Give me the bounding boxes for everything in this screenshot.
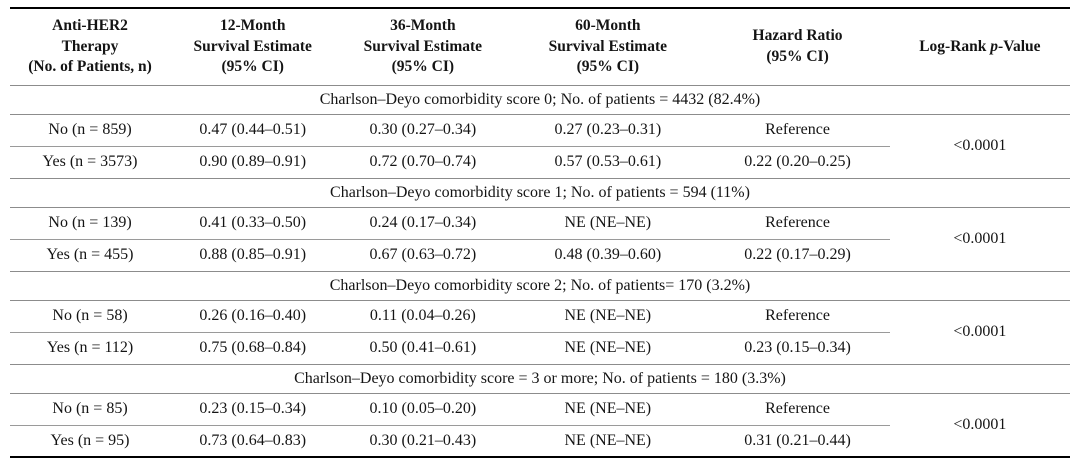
section-header-score-3plus: Charlson–Deyo comorbidity score = 3 or m… [10, 363, 1070, 394]
therapy-cell: No (n = 139) [10, 207, 171, 240]
hazard-ratio-cell: Reference [705, 114, 890, 147]
p-value-cell: <0.0001 [953, 415, 1007, 433]
survival-60m-cell: NE (NE–NE) [510, 300, 706, 333]
therapy-cell: No (n = 85) [10, 393, 171, 426]
section-header-row-score-3plus: Charlson–Deyo comorbidity score = 3 or m… [10, 363, 1070, 394]
survival-60m-cell: NE (NE–NE) [564, 339, 652, 356]
section-header-score-2: Charlson–Deyo comorbidity score 2; No. o… [10, 270, 1070, 301]
therapy-cell: Yes (n = 455) [46, 246, 134, 263]
header-row: Anti-HER2 Therapy (No. of Patients, n) 1… [10, 8, 1070, 86]
col-header-12-month: 12-Month Survival Estimate (95% CI) [170, 8, 336, 86]
survival-60m-cell: NE (NE–NE) [510, 393, 706, 426]
survival-12m-cell: 0.90 (0.89–0.91) [199, 153, 307, 170]
survival-60m-cell: NE (NE–NE) [510, 207, 706, 240]
hazard-ratio-cell: 0.31 (0.21–0.44) [744, 431, 851, 449]
survival-36m-cell: 0.30 (0.21–0.43) [369, 431, 477, 449]
hazard-ratio-cell: 0.22 (0.20–0.25) [744, 153, 851, 170]
log-rank-p-italic: p [990, 37, 999, 55]
survival-12m-cell: 0.26 (0.16–0.40) [170, 300, 336, 333]
therapy-cell: Yes (n = 112) [46, 339, 134, 356]
col-header-36-month: 36-Month Survival Estimate (95% CI) [335, 8, 511, 86]
therapy-cell: Yes (n = 3573) [42, 153, 138, 170]
table-row: Yes (n = 3573) 0.90 (0.89–0.91) 0.72 (0.… [10, 146, 1070, 178]
survival-12m-cell: 0.41 (0.33–0.50) [170, 207, 336, 240]
survival-36m-cell: 0.10 (0.05–0.20) [335, 393, 511, 426]
section-header-score-1: Charlson–Deyo comorbidity score 1; No. o… [10, 177, 1070, 208]
table-row: Yes (n = 95) 0.73 (0.64–0.83) 0.30 (0.21… [10, 425, 1070, 457]
log-rank-suffix: -Value [998, 37, 1041, 55]
col-header-log-rank-p: Log-Rank p-Value [889, 8, 1070, 86]
therapy-cell: No (n = 58) [10, 300, 171, 333]
therapy-cell: Yes (n = 95) [50, 431, 130, 449]
table-body: Charlson–Deyo comorbidity score 0; No. o… [10, 84, 1070, 457]
section-header-row-score-1: Charlson–Deyo comorbidity score 1; No. o… [10, 177, 1070, 208]
table-row: Yes (n = 112) 0.75 (0.68–0.84) 0.50 (0.4… [10, 332, 1070, 364]
hazard-ratio-cell: 0.22 (0.17–0.29) [744, 246, 851, 263]
survival-60m-cell: NE (NE–NE) [564, 431, 652, 449]
p-value-cell: <0.0001 [953, 323, 1007, 340]
hazard-ratio-cell: Reference [705, 393, 890, 426]
survival-36m-cell: 0.11 (0.04–0.26) [335, 300, 511, 333]
hazard-ratio-cell: 0.23 (0.15–0.34) [744, 339, 851, 356]
survival-36m-cell: 0.24 (0.17–0.34) [335, 207, 511, 240]
survival-12m-cell: 0.73 (0.64–0.83) [199, 431, 307, 449]
col-header-therapy: Anti-HER2 Therapy (No. of Patients, n) [10, 8, 171, 86]
survival-36m-cell: 0.72 (0.70–0.74) [369, 153, 477, 170]
survival-12m-cell: 0.47 (0.44–0.51) [170, 114, 336, 147]
survival-12m-cell: 0.88 (0.85–0.91) [199, 246, 307, 263]
table-row: Yes (n = 455) 0.88 (0.85–0.91) 0.67 (0.6… [10, 239, 1070, 271]
survival-60m-cell: 0.57 (0.53–0.61) [554, 153, 662, 170]
table-row: No (n = 139) 0.41 (0.33–0.50) 0.24 (0.17… [10, 207, 1070, 247]
section-header-score-0: Charlson–Deyo comorbidity score 0; No. o… [10, 84, 1070, 115]
p-value-cell: <0.0001 [953, 230, 1007, 247]
hazard-ratio-cell: Reference [705, 300, 890, 333]
col-header-60-month: 60-Month Survival Estimate (95% CI) [510, 8, 706, 86]
section-header-row-score-0: Charlson–Deyo comorbidity score 0; No. o… [10, 84, 1070, 115]
survival-12m-cell: 0.75 (0.68–0.84) [199, 339, 307, 356]
therapy-cell: No (n = 859) [10, 114, 171, 147]
survival-12m-cell: 0.23 (0.15–0.34) [170, 393, 336, 426]
p-value-cell: <0.0001 [953, 137, 1007, 154]
table-header: Anti-HER2 Therapy (No. of Patients, n) 1… [10, 8, 1070, 86]
survival-60m-cell: 0.27 (0.23–0.31) [510, 114, 706, 147]
table-row: No (n = 58) 0.26 (0.16–0.40) 0.11 (0.04–… [10, 300, 1070, 340]
table-row: No (n = 859) 0.47 (0.44–0.51) 0.30 (0.27… [10, 114, 1070, 154]
table-row: No (n = 85) 0.23 (0.15–0.34) 0.10 (0.05–… [10, 393, 1070, 433]
survival-estimates-table: Anti-HER2 Therapy (No. of Patients, n) 1… [10, 7, 1070, 458]
section-header-row-score-2: Charlson–Deyo comorbidity score 2; No. o… [10, 270, 1070, 301]
survival-36m-cell: 0.67 (0.63–0.72) [369, 246, 477, 263]
col-header-hazard-ratio: Hazard Ratio (95% CI) [705, 8, 890, 86]
survival-36m-cell: 0.30 (0.27–0.34) [335, 114, 511, 147]
hazard-ratio-cell: Reference [705, 207, 890, 240]
survival-60m-cell: 0.48 (0.39–0.60) [554, 246, 662, 263]
survival-36m-cell: 0.50 (0.41–0.61) [369, 339, 477, 356]
log-rank-prefix: Log-Rank [919, 37, 991, 55]
